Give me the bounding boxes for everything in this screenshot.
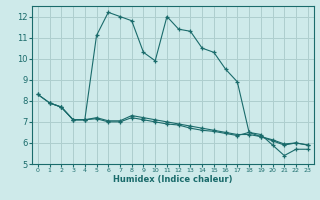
X-axis label: Humidex (Indice chaleur): Humidex (Indice chaleur) — [113, 175, 233, 184]
